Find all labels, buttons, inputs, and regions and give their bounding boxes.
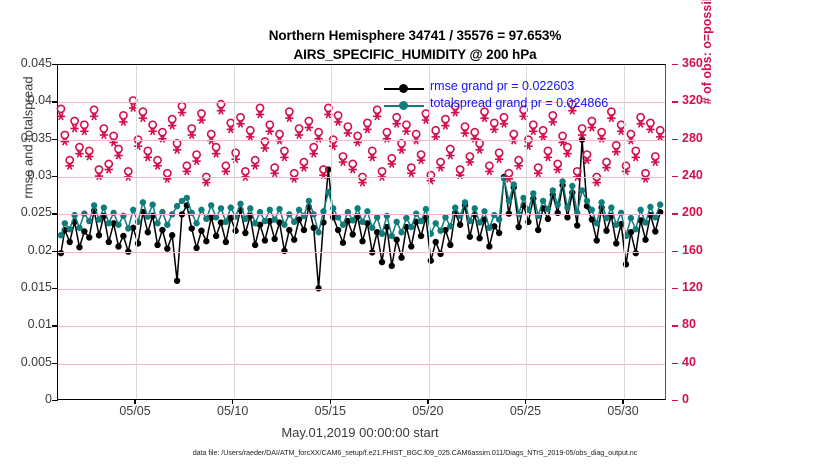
- x-axis-tick-labels: 05/05 05/10 05/15 05/20 05/25 05/30: [57, 398, 666, 422]
- y-axis-left-tick-labels: 0 0.005 0.01 0.015 0.02 0.025 0.03 0.035 0.04 0.0…: [0, 56, 58, 406]
- y-axis-right-tick: 240: [682, 168, 703, 182]
- x-axis-label: May.01,2019 00:00:00 start: [281, 425, 439, 440]
- legend-label-rmse: rmse grand pr = 0.022603: [430, 79, 575, 93]
- gridline-vertical: [136, 65, 138, 399]
- y-axis-left-tick: 0.005: [20, 354, 52, 369]
- gridline-horizontal: [58, 251, 665, 253]
- y-axis-right-tick: 120: [682, 280, 703, 294]
- x-axis-tick: 05/20: [412, 404, 444, 418]
- gridlines: [58, 65, 665, 399]
- legend-item-rmse[interactable]: rmse grand pr = 0.022603: [382, 79, 632, 97]
- plot-area: [56, 64, 666, 400]
- x-axis-tickmark: [524, 398, 527, 404]
- y-axis-right-tickmark: [672, 101, 678, 103]
- y-axis-left-tick: 0.03: [27, 168, 52, 182]
- x-axis-tickmark: [622, 398, 624, 404]
- y-axis-left-tickmark: [52, 250, 58, 253]
- gridline-horizontal: [58, 326, 665, 328]
- y-axis-left-tick: 0.025: [20, 205, 52, 220]
- gridline-vertical: [526, 65, 528, 399]
- y-axis-left-tick: 0.035: [20, 130, 52, 145]
- y-axis-left-tick: 0.02: [27, 242, 52, 257]
- chart-title: Northern Hemisphere 34741 / 35576 = 97.6…: [0, 26, 830, 64]
- y-axis-right-tick: 320: [682, 93, 703, 108]
- y-axis-left-tickmark: [52, 213, 58, 215]
- legend-label-totalspread: totalspread grand pr = 0.024866: [430, 96, 609, 110]
- y-axis-right-tickmark: [672, 400, 678, 402]
- x-axis-tick: 05/30: [607, 404, 639, 418]
- y-axis-right-tickmark: [672, 250, 678, 253]
- y-axis-left-tick: 0.01: [27, 317, 52, 332]
- y-axis-right-tick: 280: [682, 130, 703, 145]
- y-axis-left-tickmark: [52, 400, 58, 402]
- x-axis-tick: 05/15: [314, 404, 346, 418]
- y-axis-left-label: rmse and totalspread: [20, 76, 36, 199]
- y-axis-left-tickmark: [52, 325, 58, 327]
- y-axis-left-tickmark: [52, 288, 58, 290]
- y-axis-right-tickmark: [672, 213, 678, 215]
- x-axis-tick: 05/25: [509, 404, 542, 418]
- y-axis-right-tickmark: [672, 288, 678, 290]
- y-axis-right-tick-labels: 0 40 80 120 160 200 240 280 320 360: [672, 56, 712, 406]
- y-axis-left-tickmark: [52, 138, 58, 141]
- data-file-footer: data file: /Users/raeder/DAI/ATM_forcXX/…: [192, 448, 638, 457]
- chart-title-line2: AIRS_SPECIFIC_HUMIDITY @ 200 hPa: [293, 47, 537, 62]
- gridline-horizontal: [58, 139, 665, 141]
- gridline-horizontal: [58, 289, 665, 290]
- gridline-vertical: [624, 65, 626, 399]
- y-axis-left-tick: 0.045: [20, 56, 52, 70]
- gridline-vertical: [428, 65, 430, 399]
- gridline-horizontal: [58, 214, 665, 216]
- y-axis-right-tickmark: [672, 362, 678, 365]
- y-axis-right-tick: 160: [682, 242, 703, 257]
- x-axis-tick: 05/05: [119, 404, 151, 418]
- y-axis-right-tick: 40: [682, 354, 696, 369]
- legend-marker-totalspread: [399, 100, 408, 110]
- y-axis-left-tick: 0.04: [27, 93, 52, 108]
- y-axis-right-tickmark: [672, 325, 678, 327]
- x-axis-tickmark: [134, 398, 136, 404]
- y-axis-right-tick: 200: [682, 205, 703, 220]
- y-axis-left-tickmark: [52, 362, 58, 365]
- x-axis-tickmark: [329, 398, 331, 404]
- y-axis-right-tick: 0: [682, 392, 689, 406]
- gridline-horizontal: [58, 363, 665, 365]
- series-line: [60, 139, 661, 289]
- y-axis-right-tick: 360: [682, 56, 703, 70]
- y-axis-left-tick: 0.015: [20, 280, 52, 294]
- gridline-vertical: [233, 65, 235, 399]
- y-axis-left-tickmark: [52, 64, 58, 66]
- y-axis-right-tick: 80: [682, 317, 696, 332]
- y-axis-left-tickmark: [52, 101, 58, 103]
- gridline-vertical: [331, 65, 333, 399]
- gridline-horizontal: [58, 177, 665, 178]
- y-axis-left-tick: 0: [45, 392, 52, 406]
- gridline-horizontal: [58, 102, 665, 104]
- series-markers-filled-circle: [57, 175, 664, 240]
- x-axis-tickmark: [427, 398, 429, 404]
- x-axis-tickmark: [231, 398, 234, 404]
- chart-title-line1: Northern Hemisphere 34741 / 35576 = 97.6…: [268, 28, 562, 43]
- legend-item-totalspread[interactable]: totalspread grand pr = 0.024866: [382, 96, 632, 114]
- y-axis-right-tickmark: [672, 176, 678, 178]
- x-axis-tick: 05/10: [217, 404, 249, 418]
- y-axis-right-tickmark: [672, 64, 678, 66]
- chart-legend: rmse grand pr = 0.022603 totalspread gra…: [382, 79, 632, 114]
- y-axis-left-tickmark: [52, 176, 58, 178]
- y-axis-right-label: # of obs: o=possible; *=evaluated: [700, 0, 714, 105]
- series-markers-open-circle: [56, 96, 665, 182]
- y-axis-right-tickmark: [672, 138, 678, 141]
- legend-marker-rmse: [399, 83, 408, 93]
